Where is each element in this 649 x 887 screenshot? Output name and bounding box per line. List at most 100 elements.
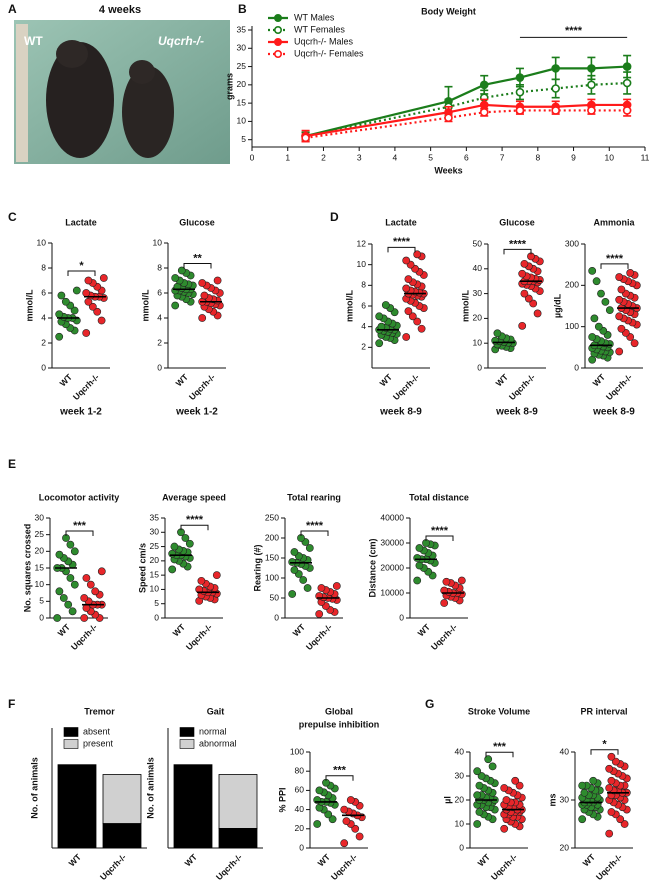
chart-title: Glucose [499, 217, 535, 227]
data-point [477, 772, 486, 780]
bar-segment [102, 823, 142, 849]
x-tick-label: 7 [500, 152, 505, 162]
y-axis-label: No. of animals [145, 757, 155, 819]
significance: ** [193, 252, 202, 264]
data-point [615, 273, 624, 281]
photo-panel: A 4 weeks WT Uqcrh-/- [8, 2, 230, 164]
data-point [64, 600, 73, 609]
panel-letter: A [8, 2, 17, 16]
data-point [529, 299, 538, 308]
x-tick-label: WT [476, 851, 493, 868]
x-tick-label: WT [291, 621, 308, 638]
data-point [404, 307, 413, 316]
significance: **** [306, 520, 324, 532]
data-point [70, 547, 79, 556]
x-axis-label: Weeks [434, 165, 462, 175]
data-point [475, 781, 484, 790]
data-point [170, 542, 179, 551]
note: week 8-9 [592, 407, 635, 418]
y-axis-label: µg/dL [552, 293, 562, 318]
data-point [93, 307, 102, 316]
data-point [413, 554, 422, 562]
data-point [484, 755, 493, 764]
data-point [524, 294, 533, 303]
y-tick-label: 10 [37, 237, 47, 247]
marker [551, 106, 560, 115]
x-tick-label: WT [494, 371, 511, 388]
y-tick-label: 20 [473, 313, 483, 323]
legend-swatch [179, 739, 195, 749]
x-tick-label: WT [174, 371, 191, 388]
x-tick-label: Uqcrh-/- [71, 372, 101, 402]
data-point [70, 580, 79, 589]
y-tick-label: 30 [455, 770, 465, 780]
data-point [475, 808, 484, 816]
y-tick-label: 20 [237, 79, 247, 89]
data-point [288, 590, 297, 598]
significance-bracket [503, 248, 532, 255]
significance-bracket [425, 535, 454, 541]
x-tick-label: 11 [641, 152, 649, 162]
data-point [290, 566, 299, 574]
bar-segment [173, 764, 213, 849]
y-axis-label: mmol/L [140, 289, 150, 322]
legend-label: normal [199, 726, 227, 736]
data-point [615, 295, 624, 304]
x-tick-label: WT [316, 851, 333, 868]
y-tick-label: 0 [459, 842, 464, 852]
data-point [68, 607, 77, 616]
y-tick-label: 30 [35, 512, 45, 522]
y-tick-label: 20 [560, 842, 570, 852]
y-tick-label: 0 [39, 612, 44, 622]
data-point [82, 289, 91, 297]
y-tick-label: 40 [473, 263, 483, 273]
data-point [630, 339, 639, 348]
y-tick-label: 30 [560, 794, 570, 804]
y-tick-label: 0 [399, 612, 404, 622]
y-tick-label: 4 [157, 312, 162, 322]
y-tick-label: 80 [295, 765, 305, 775]
y-tick-label: 15 [237, 97, 247, 107]
data-point [57, 291, 66, 300]
data-point [86, 580, 95, 589]
significance-bracket [600, 263, 629, 269]
x-tick-label: 3 [357, 152, 362, 162]
y-axis-label: No. squares crossed [22, 524, 32, 613]
data-point [404, 275, 413, 284]
photo-label: WT [24, 34, 43, 48]
data-point [590, 314, 599, 323]
y-tick-label: 150 [265, 552, 279, 562]
y-tick-label: 8 [41, 262, 46, 272]
x-tick-label: 6 [464, 152, 469, 162]
marker [479, 107, 489, 117]
data-point [413, 317, 422, 326]
y-tick-label: 2 [361, 342, 366, 352]
data-point [168, 565, 177, 574]
data-point [97, 567, 106, 576]
marker [515, 73, 525, 82]
data-point [324, 810, 333, 819]
data-point [601, 297, 610, 306]
y-tick-label: 200 [265, 532, 279, 542]
y-tick-label: 5 [39, 596, 44, 606]
data-point [84, 276, 93, 285]
significance: *** [73, 520, 87, 532]
data-point [72, 286, 81, 295]
data-point [605, 784, 614, 792]
data-point [620, 820, 629, 828]
data-point [212, 571, 221, 580]
x-tick-label: WT [67, 851, 84, 868]
data-point [303, 584, 312, 592]
data-point [70, 306, 79, 315]
data-point [171, 274, 180, 282]
data-point [500, 824, 509, 833]
data-point [402, 256, 411, 265]
y-tick-label: 6 [41, 287, 46, 297]
significance-bracket [325, 775, 354, 781]
y-tick-label: 4 [361, 321, 366, 331]
bar-segment [218, 774, 258, 829]
y-tick-label: 10 [153, 237, 163, 247]
x-tick-label: 9 [571, 152, 576, 162]
note: week 1-2 [59, 407, 102, 418]
